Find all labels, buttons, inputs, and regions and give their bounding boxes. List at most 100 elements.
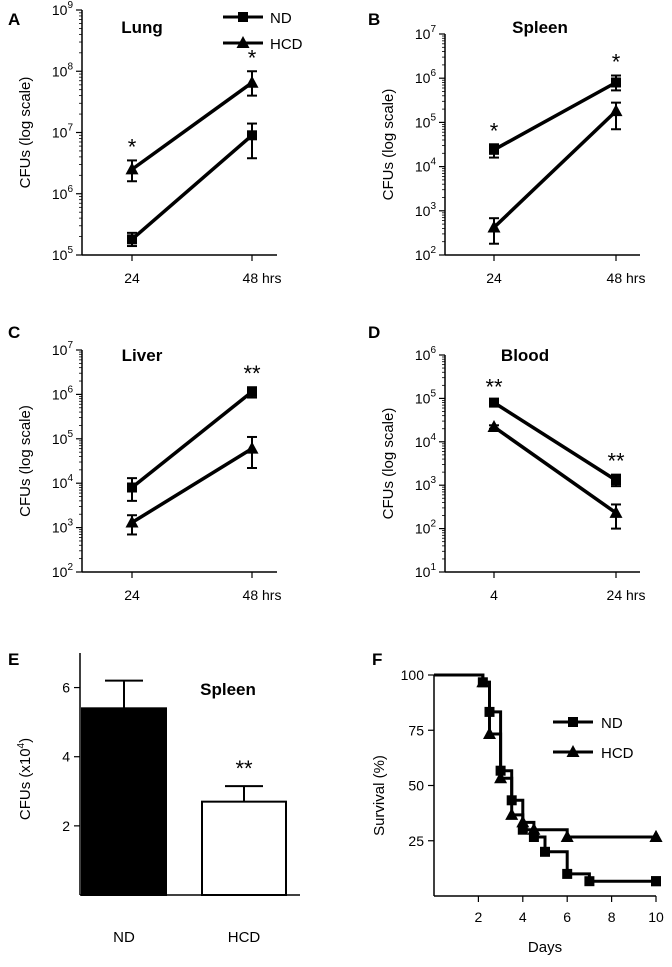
series-nd xyxy=(489,74,621,159)
y-axis-label-text: CFUs (x10 xyxy=(17,748,34,820)
panel-title: Liver xyxy=(122,346,163,365)
triangle-marker xyxy=(483,727,496,740)
y-tick-label: 106 xyxy=(52,384,74,402)
panel-a: A Lung 105 106 107 108 109 24 48 hrs CFUs (log sc… xyxy=(8,0,303,286)
triangle-marker xyxy=(516,815,530,828)
square-marker xyxy=(517,824,528,835)
y-axis-label: Survival (%) xyxy=(371,755,388,836)
y-tick-label: 105 xyxy=(52,429,74,447)
y-tick-label: 104 xyxy=(415,432,437,450)
x-tick-label: 8 xyxy=(608,909,616,925)
y-tick-label: 2 xyxy=(62,818,70,834)
x-tick-label: 24 xyxy=(124,270,140,286)
series-line xyxy=(492,425,618,515)
panel-title: Spleen xyxy=(512,18,568,37)
series-line xyxy=(131,447,253,525)
x-tick-label: 10 xyxy=(648,909,664,925)
x-tick-label: 48 hrs xyxy=(607,270,646,286)
x-tick-label: 24 hrs xyxy=(607,587,646,603)
x-axis-label: Days xyxy=(528,939,562,956)
legend-label: HCD xyxy=(270,36,303,53)
y-tick-label: 102 xyxy=(415,245,437,263)
legend-label: HCD xyxy=(601,745,634,762)
significance-mark: * xyxy=(612,50,621,75)
y-tick-label: 109 xyxy=(52,0,74,18)
y-tick-label: 105 xyxy=(415,112,437,130)
significance-mark: * xyxy=(128,134,137,159)
y-tick-label: 105 xyxy=(52,245,74,263)
x-tick-label: HCD xyxy=(228,929,261,946)
x-tick-label: 48 hrs xyxy=(243,270,282,286)
y-axis-label: CFUs (x104) xyxy=(16,738,34,820)
triangle-marker xyxy=(527,822,541,835)
square-marker xyxy=(651,876,661,887)
series-hcd xyxy=(487,419,623,530)
y-tick-label: 104 xyxy=(415,157,437,175)
panel-letter: E xyxy=(8,650,19,669)
series-line xyxy=(493,401,617,482)
y-tick-label: 106 xyxy=(52,184,74,202)
panel-letter: D xyxy=(368,323,380,342)
x-tick-label: 4 xyxy=(490,587,498,603)
triangle-marker xyxy=(125,162,139,175)
series-hcd xyxy=(125,435,259,536)
x-tick-label: 6 xyxy=(563,909,571,925)
triangle-marker xyxy=(609,505,623,518)
y-tick-label: 100 xyxy=(401,667,425,683)
x-tick-label: 24 xyxy=(124,587,140,603)
square-marker xyxy=(127,482,137,493)
triangle-marker xyxy=(494,771,508,784)
series-line xyxy=(492,109,618,229)
y-axis-label: CFUs (log scale) xyxy=(380,408,397,520)
y-tick-label: 106 xyxy=(415,345,437,363)
x-tick-label: 24 xyxy=(486,270,502,286)
x-tick-label: 2 xyxy=(475,909,483,925)
panel-letter: C xyxy=(8,323,20,342)
series-hcd xyxy=(434,673,663,842)
bar-nd xyxy=(81,707,167,896)
legend-square-marker xyxy=(568,717,578,727)
square-marker xyxy=(540,846,550,857)
bar-hcd xyxy=(201,800,287,897)
triangle-marker xyxy=(560,829,574,842)
y-tick-label: 107 xyxy=(52,123,74,141)
y-tick-label: 108 xyxy=(52,61,74,79)
triangle-marker xyxy=(487,419,501,432)
y-axis-label: CFUs (log scale) xyxy=(17,77,34,189)
panel-title: Lung xyxy=(121,18,163,37)
triangle-marker xyxy=(245,75,259,88)
panel-b: B Spleen 102 103 104 105 106 107 24 48 hrs CFUs (l… xyxy=(368,10,645,286)
series-nd xyxy=(434,673,661,887)
y-tick-label: 105 xyxy=(415,388,437,406)
y-tick-label: 6 xyxy=(62,680,70,696)
x-tick-label: 4 xyxy=(519,909,527,925)
y-axis-label: CFUs (log scale) xyxy=(17,405,34,517)
series-nd xyxy=(127,122,257,248)
series-nd xyxy=(489,397,621,488)
panel-letter: F xyxy=(372,650,382,669)
square-marker xyxy=(611,77,621,88)
square-marker xyxy=(247,386,257,397)
panel-title: Spleen xyxy=(200,680,256,699)
legend-triangle-marker xyxy=(236,36,250,48)
square-marker xyxy=(127,234,137,245)
y-tick-label: 106 xyxy=(415,68,437,86)
series-line xyxy=(130,133,254,241)
panel-c: C Liver 102 103 104 105 106 107 24 48 hrs CFUs (lo… xyxy=(8,323,281,603)
panel-f: F 25 50 75 100 2 4 6 8 10 Days Survival (%) ND HCD xyxy=(371,650,664,956)
square-marker xyxy=(611,475,621,486)
legend-label: ND xyxy=(601,715,623,732)
panel-title: Blood xyxy=(501,346,549,365)
square-marker xyxy=(584,876,595,887)
y-tick-label: 107 xyxy=(52,340,74,358)
triangle-marker xyxy=(649,829,663,842)
square-marker xyxy=(247,130,257,141)
triangle-marker xyxy=(505,807,519,820)
series-line xyxy=(130,81,254,171)
significance-mark: ** xyxy=(607,449,625,474)
square-marker xyxy=(528,831,539,842)
panel-d: D Blood 101 102 103 104 105 106 4 24 hrs CFUs (log… xyxy=(368,323,645,603)
significance-mark: * xyxy=(248,45,257,70)
